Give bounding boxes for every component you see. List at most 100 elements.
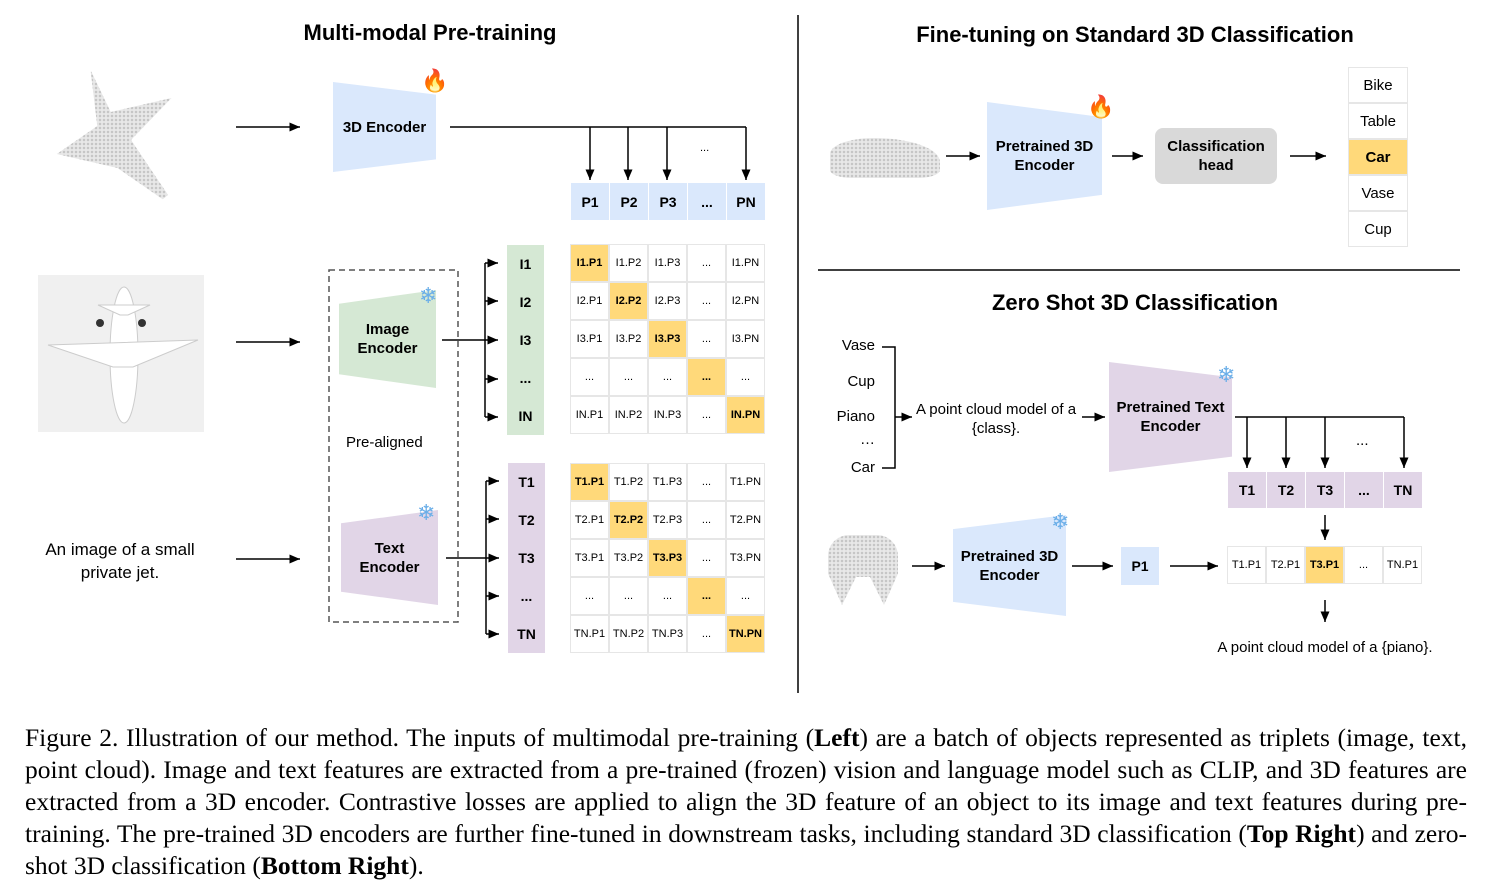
connector-lines [236,15,1460,693]
3d-encoder: 3D Encoder [333,82,436,172]
caption-segment: Figure 2. Illustration of our method. Th… [25,723,815,752]
text-point-similarity: T2.PN [726,501,765,539]
text-point-similarity: T1.P2 [609,463,648,501]
image-point-similarity: I1.P1 [570,244,609,282]
pretrained-3d-encoder-zeroshot: Pretrained 3D Encoder [953,515,1066,616]
image-point-similarity: ... [570,358,609,396]
image-point-similarity: I1.P3 [648,244,687,282]
finetune-title: Fine-tuning on Standard 3D Classificatio… [916,22,1354,47]
image-point-similarity: ... [687,396,726,434]
image-point-similarity: ... [687,282,726,320]
text-point-similarity: ... [687,577,726,615]
image-point-similarity: ... [687,358,726,396]
image-point-similarity: I1.P2 [609,244,648,282]
car-point-cloud [830,138,940,178]
class-label-table: Table [1348,103,1408,139]
image-point-similarity: ... [609,358,648,396]
text-point-similarity: ... [609,577,648,615]
point-feature: PN [727,183,766,220]
zeroshot-class: Car [850,459,875,476]
text-point-similarity: T1.P1 [570,463,609,501]
image-point-similarity: ... [648,358,687,396]
text-input: An image of a small private jet. [45,540,195,582]
zeroshot-score: TN.P1 [1383,546,1422,584]
text-point-similarity: ... [687,615,726,653]
image-point-similarity: ... [687,320,726,358]
text-encoder: Text Encoder [341,510,438,605]
airplane-image [38,275,204,432]
caption-segment: ) and zero-shot 3D classification ( [25,819,1467,880]
image-feature: IN [507,397,545,435]
pretrained-text-encoder: Pretrained Text Encoder [1109,362,1232,472]
text-point-similarity: TN.P1 [570,615,609,653]
zeroshot-score: T3.P1 [1305,546,1344,584]
text-point-similarity: T2.P2 [609,501,648,539]
pretrained-3d-encoder: Pretrained 3D Encoder [987,102,1102,210]
zeroshot-score: ... [1344,546,1383,584]
snowflake-icon: ❄ [1051,509,1070,534]
image-encoder: Image Encoder [339,290,436,388]
text-point-similarity: ... [570,577,609,615]
image-point-similarity: IN.P3 [648,396,687,434]
classification-head: Classification head [1155,128,1277,184]
pretrained-text-encoder-label: Pretrained Text Encoder [1116,399,1225,435]
zeroshot-text-feature: T3 [1306,472,1345,508]
fire-icon: 🔥 [421,68,449,93]
caption-segment: ) are a batch of objects represented as … [25,723,1467,848]
image-point-similarity: I1.PN [726,244,765,282]
point-feature: P1 [571,183,610,220]
image-point-similarity: I2.P1 [570,282,609,320]
zeroshot-score: T2.P1 [1266,546,1305,584]
image-point-similarity: I2.P3 [648,282,687,320]
image-point-similarity: I3.PN [726,320,765,358]
text-point-similarity: ... [687,501,726,539]
class-label-bike: Bike [1348,67,1408,103]
text-point-similarity: T2.P1 [570,501,609,539]
caption-segment: ). [408,851,424,880]
pretrained-3d-encoder-label: Pretrained 3D Encoder [995,138,1094,174]
image-point-similarity: I2.PN [726,282,765,320]
text-point-similarity: TN.P2 [609,615,648,653]
image-point-similarity: ... [726,358,765,396]
text-point-similarity: ... [648,577,687,615]
text-point-similarity: T3.P2 [609,539,648,577]
caption-segment: Bottom Right [260,851,409,880]
image-feature: I1 [507,245,545,283]
ellipsis: ... [700,142,710,154]
zeroshot-title: Zero Shot 3D Classification [991,290,1279,315]
zeroshot-text-feature: TN [1384,472,1423,508]
text-feature: T3 [508,539,546,577]
text-point-similarity: T1.PN [726,463,765,501]
text-point-similarity: ... [726,577,765,615]
image-point-similarity: ... [687,244,726,282]
ellipsis: ... [1356,432,1369,449]
snowflake-icon: ❄ [417,500,436,525]
class-label-car: Car [1348,139,1408,175]
zeroshot-result: A point cloud model of a {piano}. [1217,639,1433,656]
zeroshot-score: T1.P1 [1227,546,1266,584]
text-point-similarity: T3.P1 [570,539,609,577]
zeroshot-text-feature: T2 [1267,472,1306,508]
text-point-similarity: ... [687,539,726,577]
image-point-similarity: IN.PN [726,396,765,434]
pre-aligned-box [328,269,459,623]
image-point-similarity: IN.P1 [570,396,609,434]
text-point-similarity: T2.P3 [648,501,687,539]
zeroshot-text-feature: ... [1345,472,1384,508]
text-point-similarity: ... [687,463,726,501]
image-encoder-label: Image Encoder [357,321,418,357]
point-feature: P2 [610,183,649,220]
prompt-template: A point cloud model of a {class}. [915,401,1077,437]
image-feature: I2 [507,283,545,321]
image-feature: I3 [507,321,545,359]
text-feature: T1 [508,463,546,501]
image-point-similarity: I3.P3 [648,320,687,358]
text-point-similarity: T3.PN [726,539,765,577]
figure-caption: Figure 2. Illustration of our method. Th… [25,722,1467,882]
text-encoder-label: Text Encoder [359,539,420,576]
image-point-similarity: I3.P2 [609,320,648,358]
pretraining-title: Multi-modal Pre-training [303,20,557,45]
image-point-similarity: IN.P2 [609,396,648,434]
text-point-similarity: T3.P3 [648,539,687,577]
image-point-similarity: I3.P1 [570,320,609,358]
